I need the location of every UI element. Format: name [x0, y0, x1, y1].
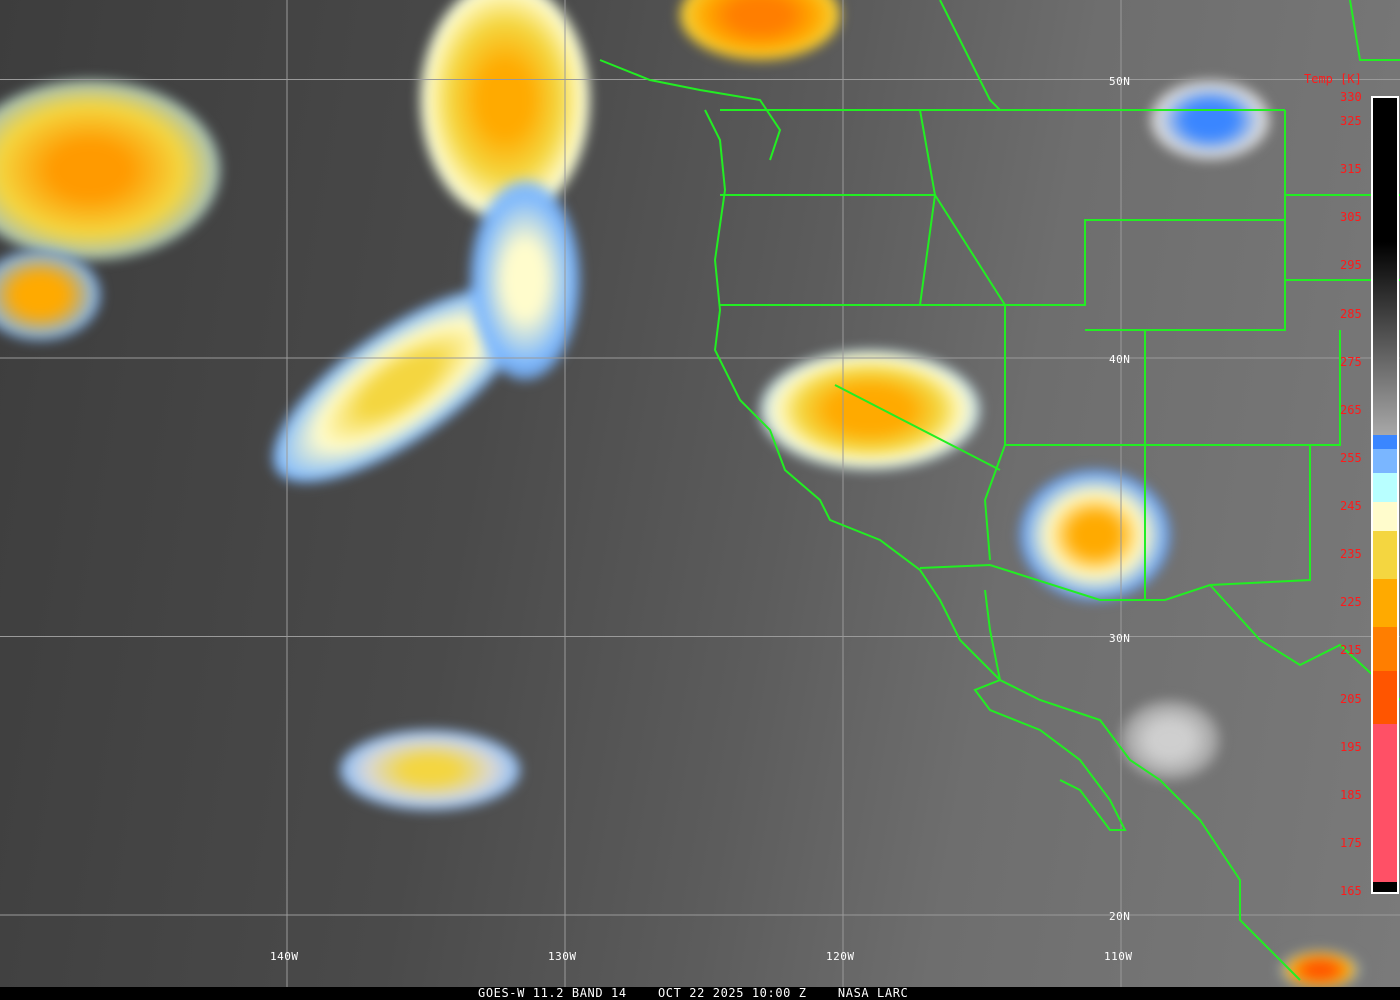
latitude-label: 20N [1109, 910, 1131, 923]
colorbar-tick-label: 305 [1340, 210, 1362, 225]
cloud-band [470, 180, 580, 380]
state-border [920, 110, 1286, 306]
latitude-label: 50N [1109, 74, 1131, 88]
state-border [1005, 330, 1341, 446]
cloud-band [0, 250, 100, 340]
colorbar-segment [1373, 670, 1397, 724]
cloud-band [0, 80, 220, 260]
colorbar-tick-label: 165 [1340, 884, 1362, 898]
colorbar-segment [1373, 502, 1397, 532]
image-caption-bar: GOES-W 11.2 BAND 14 OCT 22 2025 10:00 Z … [0, 986, 1400, 1000]
cloud-band [1150, 80, 1270, 160]
colorbar-segment [1373, 882, 1397, 892]
border [939, 0, 1001, 111]
colorbar-tick-label: 315 [1340, 162, 1362, 177]
colorbar-tick-label: 330 [1340, 90, 1362, 104]
coastline [704, 109, 1301, 981]
latitude-label: 30N [1109, 631, 1131, 645]
longitude-label: 140W [270, 950, 299, 963]
colorbar-tick-label: 225 [1340, 595, 1362, 610]
longitude-label: 110W [1104, 950, 1133, 963]
colorbar-segment [1373, 579, 1397, 628]
colorbar-tick-label: 175 [1340, 835, 1362, 850]
state-border [1085, 194, 1400, 331]
colorbar-tick-label: 215 [1340, 643, 1362, 658]
colorbar-tick-label: 235 [1340, 547, 1362, 562]
coastline [973, 589, 1127, 831]
colorbar-title: Temp [K] [1304, 72, 1362, 86]
coastline [599, 59, 782, 161]
colorbar-tick-label: 205 [1340, 691, 1362, 706]
state-border [834, 384, 1001, 471]
colorbar-tick-label: 295 [1340, 258, 1362, 273]
colorbar-tick-label: 275 [1340, 354, 1362, 369]
colorbar-tick-label: 245 [1340, 499, 1362, 514]
state-border [720, 194, 937, 306]
colorbar-segment [1373, 627, 1397, 671]
colorbar-segment [1373, 531, 1397, 580]
longitude-label: 130W [548, 950, 577, 963]
colorbar-tick-label: 185 [1340, 787, 1362, 802]
colorbar-tick-label: 325 [1340, 114, 1362, 129]
colorbar-tick-label: 255 [1340, 450, 1362, 465]
state-border [919, 445, 1311, 601]
cloud-band [1120, 700, 1220, 780]
border [1349, 0, 1400, 61]
latitude-label: 40N [1109, 353, 1131, 366]
colorbar-tick-label: 195 [1340, 739, 1362, 754]
caption-text: GOES-W 11.2 BAND 14 OCT 22 2025 10:00 Z … [478, 986, 909, 1000]
colorbar-segment [1373, 449, 1397, 474]
colorbar-segment [1373, 723, 1397, 883]
colorbar-tick-label: 265 [1340, 402, 1362, 417]
cloud-band [1280, 950, 1360, 990]
colorbar-segment [1373, 434, 1397, 450]
colorbar-segment [1373, 473, 1397, 503]
longitude-label: 120W [826, 950, 855, 963]
temperature-colorbar [1371, 96, 1399, 894]
state-border [919, 109, 1006, 561]
colorbar-tick-label: 285 [1340, 306, 1362, 321]
border [1209, 584, 1400, 701]
colorbar-segment [1373, 98, 1397, 243]
cloud-band [340, 730, 520, 810]
cloud-band [420, 0, 590, 220]
cloud-band [760, 350, 980, 470]
colorbar-segment [1373, 242, 1397, 435]
